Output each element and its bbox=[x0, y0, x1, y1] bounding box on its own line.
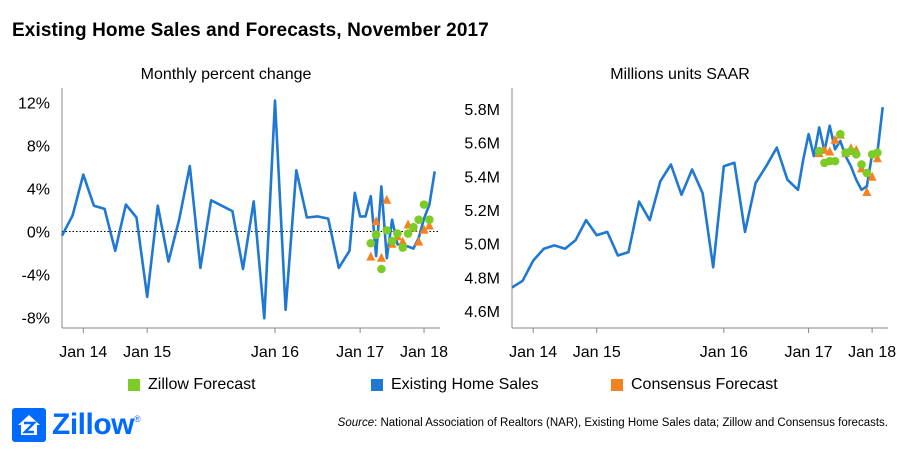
left-x-tick-label: Jan 17 bbox=[336, 344, 384, 361]
right-consensus-point bbox=[862, 186, 872, 196]
left-consensus-point bbox=[366, 251, 376, 261]
left-zillow-point bbox=[382, 226, 392, 235]
left-zillow-point bbox=[371, 230, 381, 239]
left-zillow-point bbox=[409, 222, 418, 232]
legend-label-existing: Existing Home Sales bbox=[391, 376, 539, 393]
left-y-tick-label: 8% bbox=[27, 139, 50, 156]
right-x-tick-label: Jan 18 bbox=[848, 344, 896, 361]
right-zillow-point bbox=[862, 168, 872, 178]
right-x-tick-label: Jan 14 bbox=[509, 344, 557, 361]
left-consensus-point bbox=[424, 220, 434, 230]
left-x-tick-label: Jan 15 bbox=[123, 344, 171, 361]
legend-label-consensus: Consensus Forecast bbox=[631, 376, 778, 393]
right-y-tick-label: 5.4M bbox=[464, 169, 500, 186]
source-text: : National Association of Realtors (NAR)… bbox=[374, 417, 888, 429]
source-label: Source bbox=[337, 417, 375, 429]
right-zillow-point bbox=[830, 156, 840, 166]
right-zillow-point bbox=[814, 146, 824, 156]
left-chart-subtitle: Monthly percent change bbox=[141, 66, 312, 83]
left-consensus-point bbox=[382, 194, 392, 204]
right-consensus-point bbox=[872, 153, 882, 163]
zillow-house-icon bbox=[12, 408, 46, 442]
left-x-tick-label: Jan 18 bbox=[400, 344, 448, 361]
left-consensus-point bbox=[419, 224, 429, 234]
right-consensus-point bbox=[830, 134, 840, 144]
left-existing-sales-line bbox=[60, 99, 436, 320]
source-note: Source: National Association of Realtors… bbox=[338, 417, 888, 429]
right-chart-subtitle: Millions units SAAR bbox=[610, 66, 750, 83]
left-zillow-point bbox=[425, 215, 434, 224]
right-zillow-point bbox=[857, 160, 866, 169]
right-x-tick-label: Jan 16 bbox=[700, 344, 748, 361]
left-zillow-point bbox=[414, 215, 424, 224]
right-y-tick-label: 5.2M bbox=[464, 203, 500, 220]
right-y-tick-label: 4.6M bbox=[464, 304, 500, 321]
left-y-tick-label: -8% bbox=[22, 310, 50, 327]
legend-swatch-zillow bbox=[128, 379, 140, 391]
left-zillow-point bbox=[393, 229, 402, 238]
left-consensus-point bbox=[414, 236, 424, 246]
left-consensus-point bbox=[371, 216, 381, 226]
right-zillow-point bbox=[851, 150, 861, 159]
right-x-tick-label: Jan 17 bbox=[785, 344, 833, 361]
right-consensus-point bbox=[867, 171, 877, 181]
legend-item-zillow: Zillow Forecast bbox=[128, 376, 256, 394]
logo-registered-mark: ® bbox=[134, 414, 141, 424]
left-zillow-point bbox=[377, 264, 386, 274]
legend-item-existing: Existing Home Sales bbox=[371, 376, 539, 394]
legend-item-consensus: Consensus Forecast bbox=[611, 376, 778, 394]
left-zillow-point bbox=[387, 236, 397, 246]
right-zillow-point bbox=[873, 148, 882, 157]
left-zillow-point bbox=[366, 238, 376, 248]
left-x-tick-label: Jan 16 bbox=[251, 344, 299, 361]
left-y-tick-label: 4% bbox=[27, 182, 50, 199]
right-y-tick-label: 5.8M bbox=[464, 102, 500, 119]
zillow-logo: Zillow ® bbox=[12, 408, 141, 442]
legend-swatch-existing bbox=[371, 379, 383, 391]
left-zillow-point bbox=[398, 243, 408, 252]
legend-swatch-consensus bbox=[611, 379, 623, 391]
right-y-tick-label: 4.8M bbox=[464, 270, 500, 287]
left-y-tick-label: 12% bbox=[18, 96, 50, 113]
right-y-tick-label: 5.0M bbox=[464, 237, 500, 254]
left-consensus-point bbox=[376, 252, 386, 262]
legend-label-zillow: Zillow Forecast bbox=[148, 376, 256, 393]
logo-text: Zillow bbox=[52, 408, 135, 441]
left-zillow-point bbox=[403, 229, 413, 238]
right-x-tick-label: Jan 15 bbox=[573, 344, 621, 361]
right-y-tick-label: 5.6M bbox=[464, 136, 500, 153]
left-y-tick-label: -4% bbox=[22, 267, 50, 284]
chart-canvas: Monthly percent change 12% 8% 4% 0% -4% -8% Jan… bbox=[18, 66, 896, 361]
left-y-tick-label: 0% bbox=[27, 224, 50, 241]
left-zillow-point bbox=[419, 200, 429, 209]
right-consensus-point bbox=[825, 146, 835, 156]
left-consensus-point bbox=[398, 236, 408, 246]
right-existing-sales-line bbox=[511, 107, 884, 289]
legend: Zillow Forecast Existing Home Sales Cons… bbox=[0, 376, 900, 400]
right-zillow-point bbox=[836, 129, 845, 139]
left-x-tick-label: Jan 14 bbox=[59, 344, 107, 361]
chart-title: Existing Home Sales and Forecasts, Novem… bbox=[12, 20, 489, 41]
